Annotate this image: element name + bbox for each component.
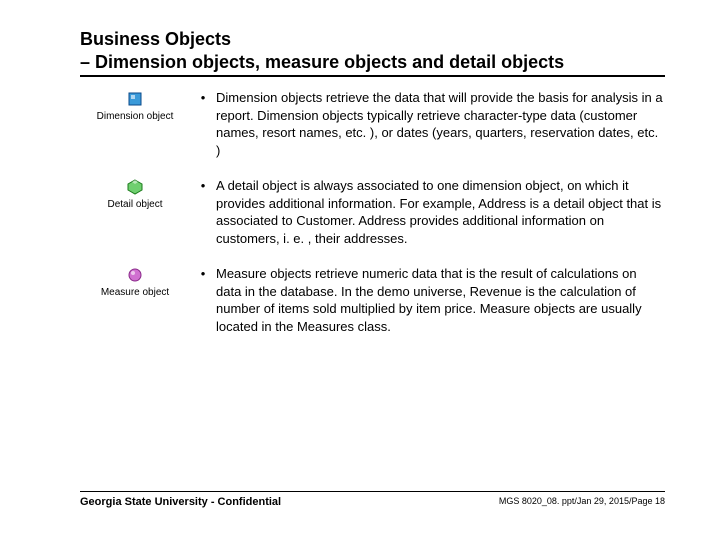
title-line-2: – Dimension objects, measure objects and… (80, 51, 665, 74)
slide-footer: Georgia State University - Confidential … (80, 491, 665, 508)
icon-label: Detail object (107, 199, 162, 210)
bullet-text: Measure objects retrieve numeric data th… (216, 265, 665, 335)
bullet-marker: • (190, 177, 216, 193)
bullet-row: Dimension object • Dimension objects ret… (80, 89, 665, 159)
dimension-icon (127, 91, 143, 107)
bullet-text: A detail object is always associated to … (216, 177, 665, 247)
bullet-text: Dimension objects retrieve the data that… (216, 89, 665, 159)
icon-column: Measure object (80, 265, 190, 298)
detail-icon (127, 179, 143, 195)
slide-title: Business Objects – Dimension objects, me… (80, 28, 665, 77)
title-line-1: Business Objects (80, 28, 665, 51)
icon-label: Dimension object (97, 111, 174, 122)
icon-label: Measure object (101, 287, 169, 298)
bullet-row: Measure object • Measure objects retriev… (80, 265, 665, 335)
bullet-marker: • (190, 89, 216, 105)
bullet-row: Detail object • A detail object is alway… (80, 177, 665, 247)
footer-left: Georgia State University - Confidential (80, 496, 281, 508)
footer-right: MGS 8020_08. ppt/Jan 29, 2015/Page 18 (499, 496, 665, 506)
bullet-marker: • (190, 265, 216, 281)
icon-column: Dimension object (80, 89, 190, 122)
icon-column: Detail object (80, 177, 190, 210)
measure-icon (127, 267, 143, 283)
